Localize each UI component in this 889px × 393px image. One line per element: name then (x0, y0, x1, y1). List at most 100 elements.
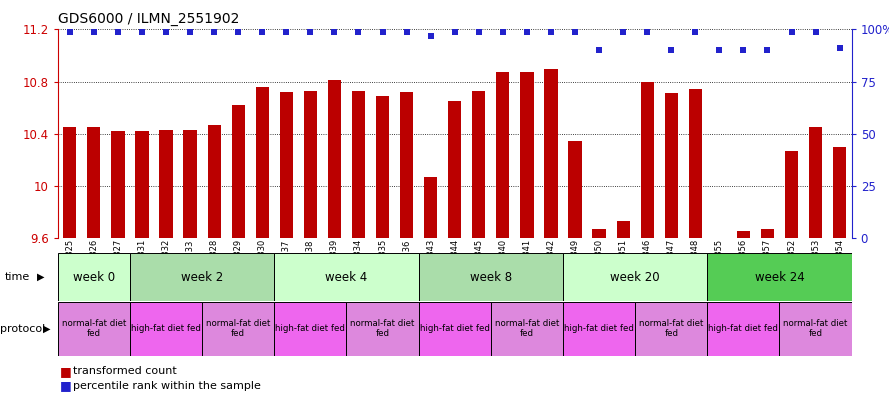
Text: transformed count: transformed count (73, 366, 177, 376)
Bar (472, 91, 485, 238)
Text: high-fat diet fed: high-fat diet fed (709, 324, 779, 333)
Text: week 24: week 24 (755, 270, 805, 284)
Point (760, 47, 774, 53)
Bar (708, 302, 780, 356)
Point (351, 28, 365, 35)
Bar (63, 127, 76, 238)
Bar (424, 176, 437, 238)
Bar (202, 302, 275, 356)
Bar (328, 80, 341, 238)
Point (688, 28, 702, 35)
Bar (87, 127, 100, 238)
Text: high-fat diet fed: high-fat diet fed (276, 324, 345, 333)
Bar (419, 302, 491, 356)
Text: normal-fat diet
fed: normal-fat diet fed (350, 319, 415, 338)
Point (159, 28, 173, 35)
Bar (491, 302, 563, 356)
Point (327, 28, 341, 35)
Bar (280, 92, 293, 238)
Text: normal-fat diet
fed: normal-fat diet fed (61, 319, 126, 338)
Point (135, 28, 149, 35)
Point (496, 28, 510, 35)
Bar (833, 147, 846, 238)
Bar (304, 91, 317, 238)
Text: ■: ■ (60, 379, 71, 393)
Text: normal-fat diet
fed: normal-fat diet fed (783, 319, 848, 338)
Bar (544, 68, 557, 238)
Bar (708, 253, 852, 301)
Text: week 8: week 8 (469, 270, 512, 284)
Bar (496, 72, 509, 238)
Bar (419, 253, 563, 301)
Point (399, 28, 413, 35)
Text: week 4: week 4 (325, 270, 367, 284)
Text: week 0: week 0 (73, 270, 115, 284)
Point (784, 28, 798, 35)
Bar (130, 302, 202, 356)
Point (448, 28, 462, 35)
Text: normal-fat diet
fed: normal-fat diet fed (639, 319, 703, 338)
Text: ▶: ▶ (37, 272, 44, 282)
Bar (689, 89, 702, 238)
Bar (135, 131, 148, 238)
Text: percentile rank within the sample: percentile rank within the sample (73, 381, 260, 391)
Point (520, 28, 534, 35)
Bar (275, 253, 419, 301)
Bar (568, 141, 581, 238)
Bar (563, 253, 708, 301)
Bar (207, 125, 220, 238)
Text: week 20: week 20 (611, 270, 660, 284)
Bar (352, 91, 365, 238)
Text: ▶: ▶ (43, 324, 50, 334)
Bar (376, 96, 389, 238)
Point (664, 47, 678, 53)
Bar (785, 151, 798, 238)
Text: ■: ■ (60, 365, 71, 378)
Bar (635, 302, 708, 356)
Bar (400, 92, 413, 238)
Bar (232, 105, 244, 238)
Text: normal-fat diet
fed: normal-fat diet fed (206, 319, 270, 338)
Bar (809, 127, 822, 238)
Bar (275, 302, 347, 356)
Bar (665, 93, 677, 238)
Text: normal-fat diet
fed: normal-fat diet fed (494, 319, 559, 338)
Point (616, 28, 630, 35)
Bar (256, 87, 268, 238)
Point (544, 28, 558, 35)
Bar (347, 302, 419, 356)
Bar (111, 131, 124, 238)
Bar (761, 229, 774, 238)
Bar (737, 231, 750, 238)
Bar (592, 229, 605, 238)
Point (303, 28, 317, 35)
Point (231, 28, 245, 35)
Point (375, 28, 389, 35)
Bar (563, 302, 635, 356)
Point (279, 28, 293, 35)
Text: time: time (4, 272, 29, 282)
Point (183, 28, 197, 35)
Text: GDS6000 / ILMN_2551902: GDS6000 / ILMN_2551902 (58, 12, 239, 26)
Point (472, 28, 486, 35)
Point (111, 28, 125, 35)
Text: high-fat diet fed: high-fat diet fed (131, 324, 201, 333)
Bar (130, 253, 275, 301)
Point (255, 28, 269, 35)
Point (712, 47, 726, 53)
Text: protocol: protocol (0, 324, 45, 334)
Point (736, 47, 750, 53)
Point (832, 45, 846, 51)
Bar (58, 253, 130, 301)
Point (423, 33, 437, 39)
Point (87, 28, 101, 35)
Point (63, 28, 77, 35)
Point (207, 28, 221, 35)
Point (640, 28, 654, 35)
Text: week 2: week 2 (181, 270, 223, 284)
Text: high-fat diet fed: high-fat diet fed (420, 324, 490, 333)
Bar (616, 221, 629, 238)
Bar (780, 302, 852, 356)
Bar (520, 72, 533, 238)
Bar (159, 130, 172, 238)
